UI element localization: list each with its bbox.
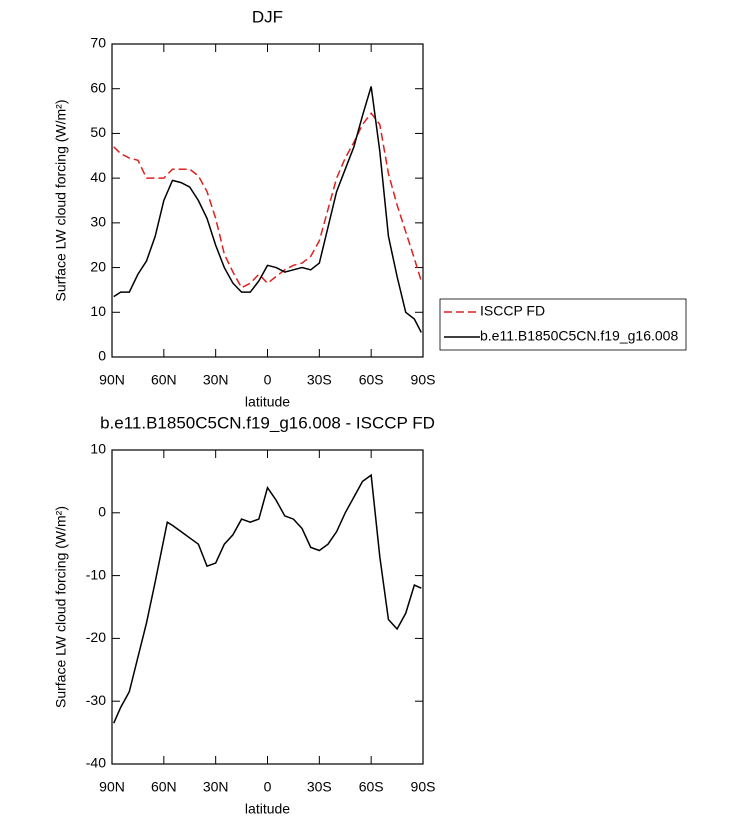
data-line xyxy=(113,473,422,724)
data-line xyxy=(113,86,422,333)
data-line xyxy=(113,112,422,289)
y-tick-label: -30 xyxy=(86,692,106,708)
x-tick-label: 90N xyxy=(99,372,125,388)
y-tick-label: 10 xyxy=(90,303,106,319)
x-tick-label: 30N xyxy=(203,372,229,388)
legend-label: ISCCP FD xyxy=(480,303,545,319)
y-tick-label: 30 xyxy=(90,214,106,230)
x-tick-label: 30S xyxy=(307,779,332,795)
x-tick-label: 60S xyxy=(359,779,384,795)
x-tick-label: 90S xyxy=(411,372,436,388)
x-tick-label: 30N xyxy=(203,779,229,795)
x-axis-label: latitude xyxy=(245,801,290,817)
x-tick-label: 60N xyxy=(151,779,177,795)
y-tick-label: -10 xyxy=(86,566,106,582)
y-tick-label: 70 xyxy=(90,35,106,51)
legend-box xyxy=(439,298,687,351)
x-tick-label: 30S xyxy=(307,372,332,388)
x-tick-label: 90N xyxy=(99,779,125,795)
y-tick-label: 40 xyxy=(90,169,106,185)
y-tick-label: 0 xyxy=(98,504,106,520)
legend-label: b.e11.B1850C5CN.f19_g16.008 xyxy=(480,328,678,344)
y-tick-label: -20 xyxy=(86,629,106,645)
x-tick-label: 0 xyxy=(264,779,272,795)
x-tick-label: 60S xyxy=(359,372,384,388)
y-tick-label: 20 xyxy=(90,258,106,274)
chart-title: DJF xyxy=(252,7,283,26)
y-tick-label: 50 xyxy=(90,124,106,140)
plot-frame xyxy=(111,43,424,358)
x-tick-label: 60N xyxy=(151,372,177,388)
y-axis-label: Surface LW cloud forcing (W/m²) xyxy=(53,506,69,708)
y-tick-label: 60 xyxy=(90,79,106,95)
y-tick-label: -40 xyxy=(86,755,106,771)
plot-frame xyxy=(111,449,424,765)
y-tick-label: 0 xyxy=(98,348,106,364)
chart-title: b.e11.B1850C5CN.f19_g16.008 - ISCCP FD xyxy=(100,413,435,432)
y-axis-label: Surface LW cloud forcing (W/m²) xyxy=(53,99,69,301)
y-tick-label: 10 xyxy=(90,441,106,457)
x-tick-label: 0 xyxy=(264,372,272,388)
x-tick-label: 90S xyxy=(411,779,436,795)
x-axis-label: latitude xyxy=(245,394,290,410)
